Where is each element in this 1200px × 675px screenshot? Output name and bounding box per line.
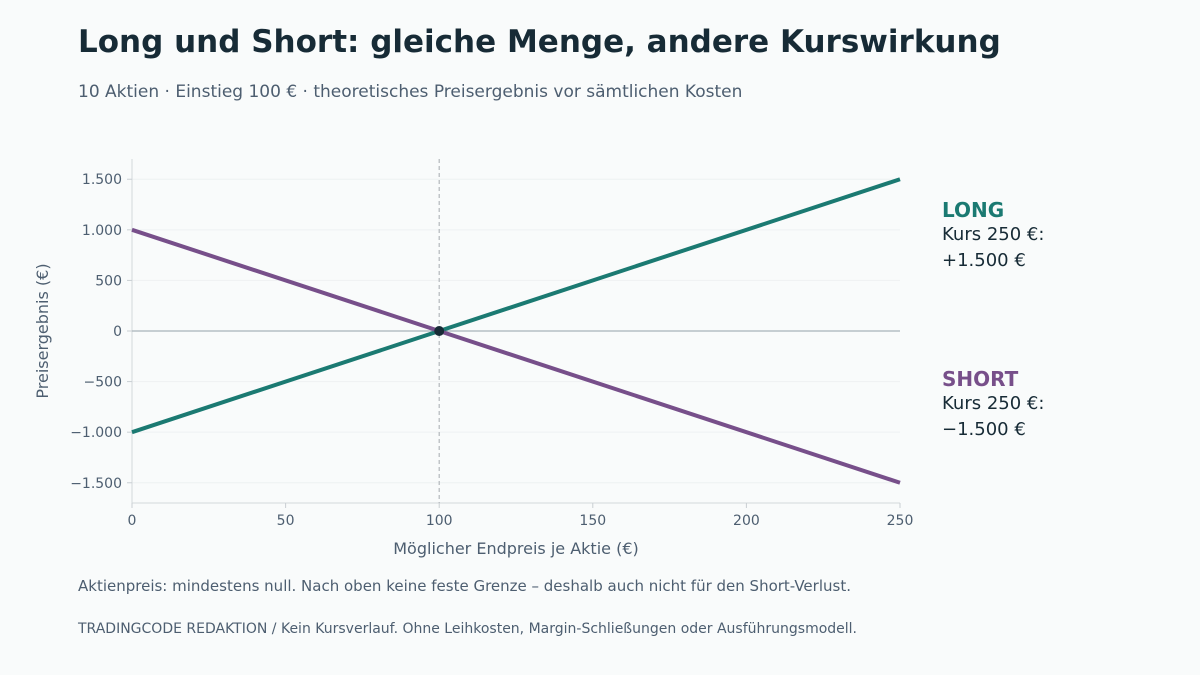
short-annotation: SHORT Kurs 250 €: −1.500 € xyxy=(942,367,1044,443)
short-annotation-line2: −1.500 € xyxy=(942,419,1026,440)
y-tick-label: 1.500 xyxy=(82,172,122,188)
x-tick-label: 50 xyxy=(277,513,295,529)
y-tick-label: 1.000 xyxy=(82,223,122,239)
axes xyxy=(127,159,901,508)
x-tick-label: 0 xyxy=(128,513,137,529)
long-annotation-line2: +1.500 € xyxy=(942,250,1026,271)
x-tick-label: 200 xyxy=(733,513,760,529)
entry-point-marker xyxy=(434,326,445,336)
long-annotation: LONG Kurs 250 €: +1.500 € xyxy=(942,198,1044,274)
short-annotation-title: SHORT xyxy=(942,367,1019,391)
y-axis-label: Preisergebnis (€) xyxy=(33,263,52,398)
source-note: TRADINGCODE REDAKTION / Kein Kursverlauf… xyxy=(78,621,857,637)
y-tick-label: −1.000 xyxy=(70,425,122,441)
x-axis-label: Möglicher Endpreis je Aktie (€) xyxy=(393,539,638,558)
short-annotation-line1: Kurs 250 €: xyxy=(942,393,1045,414)
x-tick-label: 150 xyxy=(579,513,606,529)
grid xyxy=(132,178,900,484)
footnote: Aktienpreis: mindestens null. Nach oben … xyxy=(78,577,851,595)
series-line-short xyxy=(131,227,901,485)
long-annotation-line1: Kurs 250 €: xyxy=(942,224,1045,245)
y-tick-label: −500 xyxy=(84,375,122,391)
chart-title: Long und Short: gleiche Menge, andere Ku… xyxy=(78,24,1001,60)
series-line-long xyxy=(131,177,901,435)
y-tick-label: −1.500 xyxy=(70,476,122,492)
chart-subtitle: 10 Aktien · Einstieg 100 € · theoretisch… xyxy=(78,82,743,102)
y-tick-label: 500 xyxy=(95,273,122,289)
x-tick-label: 100 xyxy=(426,513,453,529)
y-tick-label: 0 xyxy=(113,324,122,340)
tick-labels: 1.500 1.000 500 0 −500 −1.000 −1.500 0 50 100 150 2… xyxy=(70,172,913,529)
series-lines xyxy=(131,177,901,485)
long-annotation-title: LONG xyxy=(942,198,1005,222)
x-tick-label: 250 xyxy=(887,513,914,529)
